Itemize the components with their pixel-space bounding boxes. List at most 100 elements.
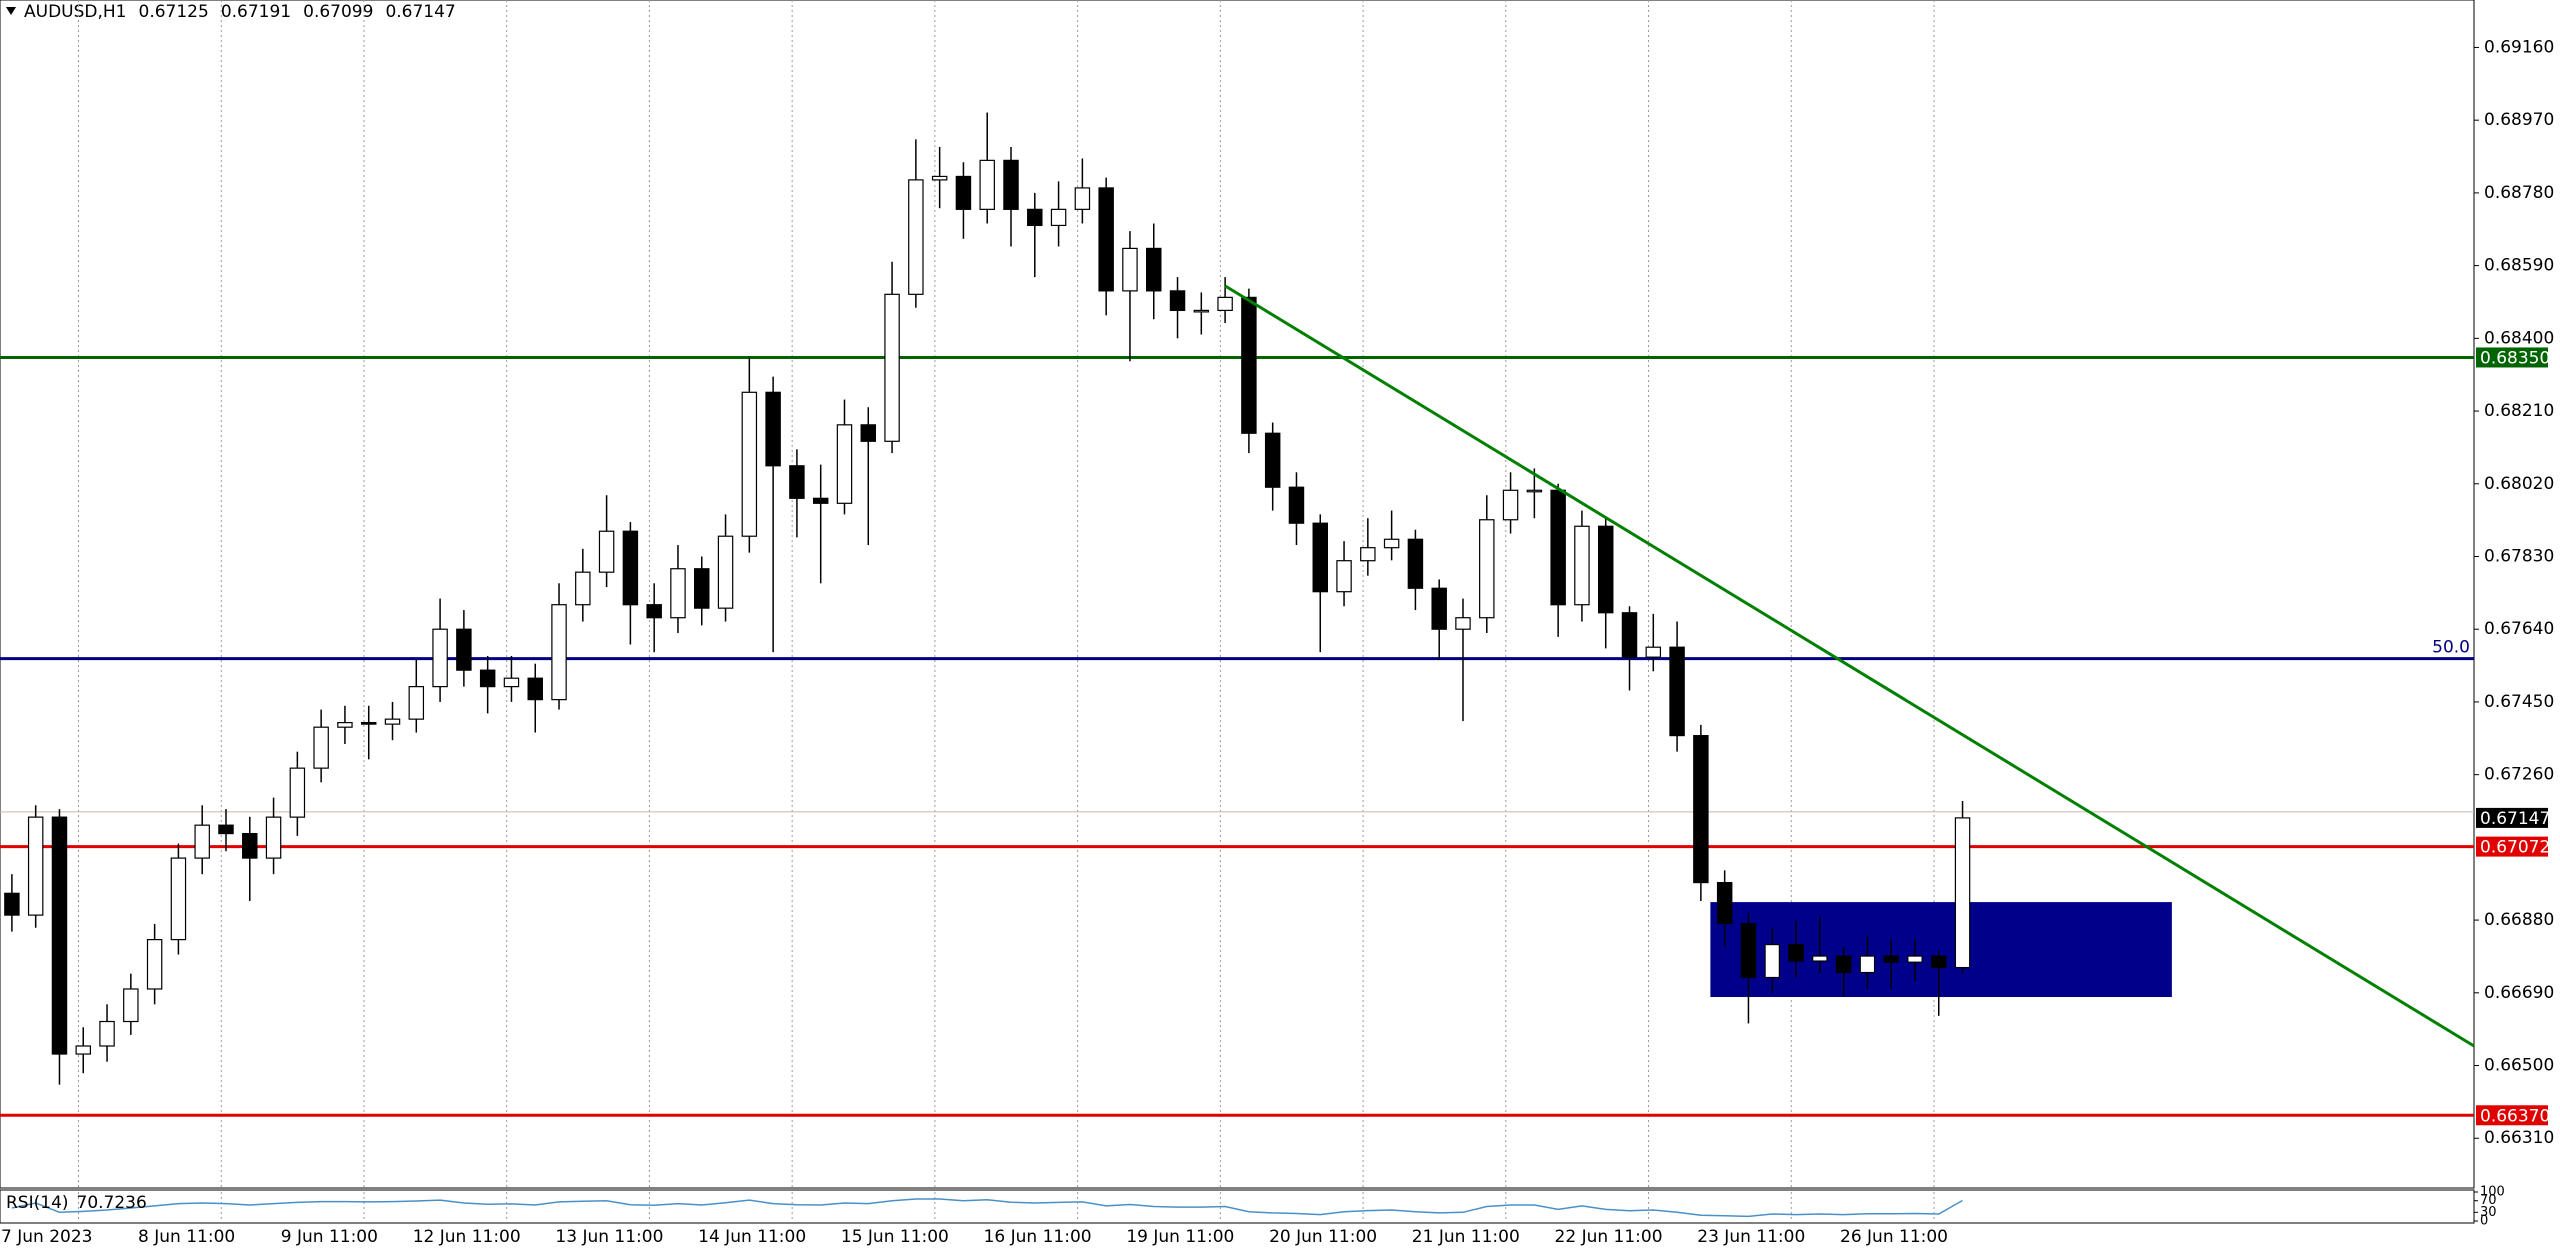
candle-body	[1479, 519, 1495, 619]
y-tick-label: 0.66310	[2484, 1128, 2554, 1148]
x-tick-label: 7 Jun 2023	[1, 1227, 92, 1247]
x-tick-label: 13 Jun 11:00	[555, 1227, 663, 1247]
candle-body	[1693, 735, 1709, 884]
candle-body	[1360, 547, 1376, 562]
candle-body	[242, 832, 258, 859]
price-tag-label: 0.68350	[2480, 348, 2550, 368]
candle-body	[931, 175, 948, 181]
header: AUDUSD,H1 0.67125 0.67191 0.67099 0.67147	[24, 2, 456, 22]
candle-body	[1883, 955, 1899, 963]
candle-body	[265, 816, 282, 859]
candle-body	[884, 293, 900, 442]
candle-body	[51, 816, 68, 1055]
candle-body	[1336, 560, 1352, 593]
candle-body	[1098, 187, 1114, 292]
y-tick-label: 0.67450	[2484, 692, 2554, 712]
candle-body	[1502, 489, 1519, 521]
candle-body	[1383, 538, 1400, 549]
candle-body	[503, 677, 520, 688]
candle-body	[575, 571, 591, 606]
x-tick-label: 23 Jun 11:00	[1697, 1227, 1805, 1247]
candle-body	[1407, 538, 1424, 589]
x-tick-label: 26 Jun 11:00	[1840, 1227, 1948, 1247]
candle-body	[1050, 208, 1067, 227]
candle-body	[622, 530, 639, 606]
candle-body	[146, 939, 163, 990]
candle-body	[456, 628, 472, 671]
candle-body	[1931, 955, 1947, 969]
y-tick-label: 0.68780	[2484, 183, 2554, 203]
candle-body	[598, 530, 615, 573]
candle-body	[1003, 159, 1019, 210]
candle-body	[75, 1045, 91, 1055]
rsi-tick-label: 100	[2480, 1185, 2505, 1200]
candle-body	[123, 988, 139, 1023]
price-tag	[2476, 347, 2548, 368]
x-tick-label: 12 Jun 11:00	[413, 1227, 521, 1247]
x-tick-label: 20 Jun 11:00	[1269, 1227, 1377, 1247]
candle-body	[670, 568, 686, 619]
candle-body	[1288, 486, 1305, 524]
y-tick-label: 0.67830	[2484, 546, 2554, 566]
rectangle	[1710, 902, 2172, 998]
candle-body	[337, 721, 353, 728]
candle-body	[1954, 817, 1971, 969]
price-tag-label: 0.67072	[2480, 838, 2550, 858]
candle-body	[979, 159, 995, 210]
plot-frame	[0, 0, 2475, 1189]
candle-body	[527, 677, 543, 701]
x-tick-label: 22 Jun 11:00	[1555, 1227, 1663, 1247]
candle-body	[1241, 296, 1257, 434]
y-tick-label: 0.68020	[2484, 474, 2554, 494]
header-value: 0.67191	[221, 2, 291, 22]
candle-body	[1716, 881, 1733, 925]
y-tick-label: 0.66500	[2484, 1056, 2554, 1076]
candle-body	[432, 628, 448, 688]
candle-body	[1907, 955, 1923, 963]
rsi-name: RSI(14)	[6, 1193, 69, 1213]
candle-body	[1645, 646, 1662, 658]
rsi-tick-label: 30	[2480, 1205, 2497, 1220]
candle-body	[170, 857, 187, 941]
y-tick-label: 0.67640	[2484, 619, 2554, 639]
candle-body	[908, 179, 924, 295]
candle-body	[1027, 208, 1043, 227]
rsi-value: 70.7236	[77, 1193, 147, 1213]
candle-body	[812, 497, 829, 504]
menu-arrow	[6, 7, 16, 15]
candle-body	[789, 465, 805, 499]
candle-body	[1122, 247, 1138, 292]
candle-body	[1764, 943, 1780, 979]
rsi-line	[11, 1198, 1963, 1218]
candle-body	[1621, 612, 1638, 658]
symbol: AUDUSD,H1	[24, 2, 127, 22]
price-tag	[2476, 1105, 2548, 1126]
candle-body	[717, 535, 734, 609]
x-tick-label: 9 Jun 11:00	[281, 1227, 378, 1247]
candle-body	[194, 824, 210, 859]
y-tick-label: 0.66880	[2484, 910, 2554, 930]
candle-body	[4, 892, 20, 916]
y-tick-label: 0.67260	[2484, 765, 2554, 785]
candle-body	[836, 424, 853, 504]
candle-body	[313, 726, 329, 769]
y-tick-label: 0.68210	[2484, 401, 2554, 421]
x-tick-label: 21 Jun 11:00	[1412, 1227, 1520, 1247]
rsi-frame	[0, 1189, 2475, 1224]
header-value: 0.67099	[303, 2, 373, 22]
candle-body	[646, 604, 662, 619]
candle-body	[1788, 943, 1804, 962]
candle-body	[360, 721, 377, 725]
trend-line	[1224, 284, 2475, 1048]
candle-body	[1669, 646, 1685, 737]
candle-body	[408, 686, 425, 720]
x-tick-label: 8 Jun 11:00	[138, 1227, 235, 1247]
candle-body	[1074, 187, 1091, 210]
candle-body	[479, 669, 496, 688]
fib-label: 50.0	[2432, 638, 2470, 658]
x-tick-label: 19 Jun 11:00	[1126, 1227, 1234, 1247]
candle-body	[289, 767, 306, 818]
candle-body	[1146, 247, 1162, 292]
candle-body	[27, 816, 44, 916]
